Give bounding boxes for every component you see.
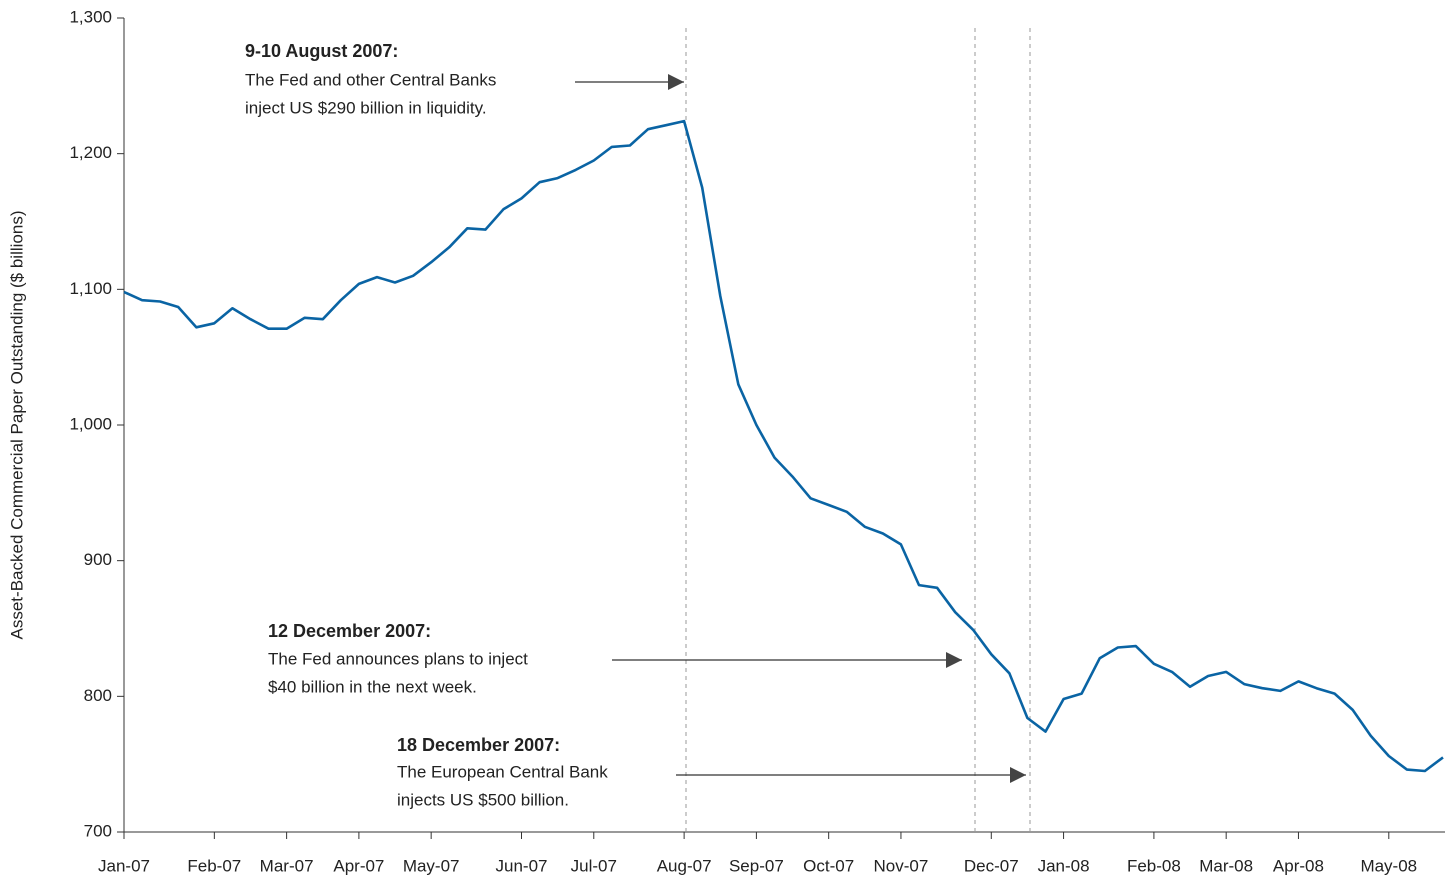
line-series — [123, 119, 1444, 773]
annotation-title: 18 December 2007: — [397, 735, 560, 755]
x-tick-label: Feb-08 — [1127, 856, 1181, 875]
y-tick-label: 900 — [84, 550, 112, 569]
x-tick-label: Aug-07 — [657, 856, 712, 875]
y-tick-label: 700 — [84, 821, 112, 840]
y-tick-label: 1,300 — [69, 7, 112, 26]
x-tick-label: Apr-08 — [1273, 856, 1324, 875]
x-tick-label: Mar-08 — [1199, 856, 1253, 875]
y-tick-label: 1,100 — [69, 279, 112, 298]
y-tick-label: 1,200 — [69, 143, 112, 162]
x-tick-label: Sep-07 — [729, 856, 784, 875]
x-tick-label: May-07 — [403, 856, 460, 875]
y-axis-label: Asset-Backed Commercial Paper Outstandin… — [7, 211, 26, 640]
annotation-text: injects US $500 billion. — [397, 790, 569, 809]
y-tick-label: 1,000 — [69, 414, 112, 433]
annotation-text: $40 billion in the next week. — [268, 677, 477, 696]
x-tick-label: Mar-07 — [260, 856, 314, 875]
x-tick-label: Oct-07 — [803, 856, 854, 875]
annotation-text: The Fed and other Central Banks — [245, 70, 496, 89]
x-tick-label: Jun-07 — [496, 856, 548, 875]
x-tick-label: Jul-07 — [571, 856, 617, 875]
x-tick-label: Apr-07 — [333, 856, 384, 875]
x-tick-label: May-08 — [1360, 856, 1417, 875]
x-tick-label: Dec-07 — [964, 856, 1019, 875]
x-tick-label: Feb-07 — [187, 856, 241, 875]
x-tick-label: Nov-07 — [874, 856, 929, 875]
x-tick-label: Jan-07 — [98, 856, 150, 875]
annotation-text: The Fed announces plans to inject — [268, 649, 528, 668]
y-tick-label: 800 — [84, 686, 112, 705]
annotation-title: 12 December 2007: — [268, 621, 431, 641]
annotation-title: 9-10 August 2007: — [245, 41, 398, 61]
annotation-text: inject US $290 billion in liquidity. — [245, 98, 487, 117]
annotation-text: The European Central Bank — [397, 762, 608, 781]
x-tick-label: Jan-08 — [1038, 856, 1090, 875]
